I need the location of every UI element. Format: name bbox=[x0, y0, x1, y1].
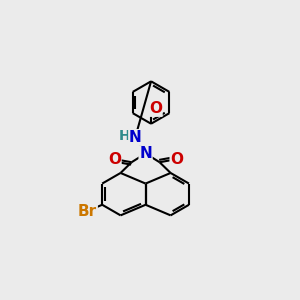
Text: O: O bbox=[149, 101, 162, 116]
Text: H: H bbox=[129, 130, 142, 145]
Text: N: N bbox=[139, 146, 152, 161]
Text: O: O bbox=[170, 152, 183, 167]
Text: Br: Br bbox=[78, 203, 97, 218]
Text: O: O bbox=[108, 152, 121, 167]
Text: H: H bbox=[119, 129, 131, 143]
Text: N: N bbox=[129, 130, 142, 145]
